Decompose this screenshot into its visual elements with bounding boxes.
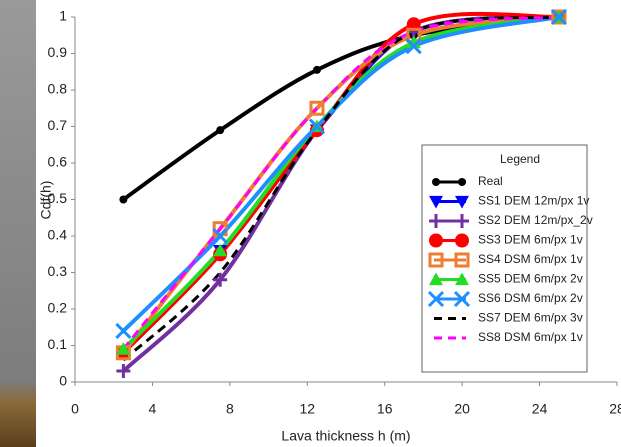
marker	[212, 227, 229, 245]
marker	[116, 342, 131, 355]
marker	[427, 290, 445, 308]
legend-label: SS1 DEM 12m/px 1v	[478, 194, 589, 208]
marker	[115, 322, 132, 339]
marker	[453, 290, 471, 308]
marker	[455, 214, 469, 228]
y-tick-label: 0.9	[48, 44, 68, 60]
marker	[429, 272, 443, 286]
y-tick-label: 0.6	[48, 154, 68, 170]
legend-title: Legend	[500, 152, 540, 166]
x-tick-label: 12	[299, 401, 315, 417]
legend-label: SS2 DEM 12m/px_2v	[478, 213, 593, 227]
marker	[458, 178, 466, 186]
marker	[550, 8, 567, 26]
x-tick-label: 0	[71, 401, 79, 417]
y-tick-label: 1	[59, 8, 67, 24]
marker	[428, 252, 444, 268]
marker	[454, 252, 470, 268]
y-tick-label: 0.1	[48, 336, 68, 352]
series-line	[122, 15, 560, 351]
marker	[213, 243, 228, 257]
x-axis-label: Lava thickness h (m)	[281, 428, 410, 444]
legend-label: SS5 DEM 6m/px 2v	[478, 272, 583, 286]
y-tick-label: 0.4	[48, 227, 68, 243]
x-tick-label: 8	[226, 401, 234, 417]
marker	[213, 272, 228, 287]
x-tick-label: 20	[454, 401, 470, 417]
legend: Real SS1 DEM 12m/px 1v SS2 DEM 12m/px_2v SS…	[427, 174, 593, 344]
legend-label: SS6 DSM 6m/px 2v	[478, 291, 583, 305]
marker	[312, 65, 321, 74]
marker	[429, 195, 443, 209]
y-axis-label: Cdf(h)	[38, 181, 54, 220]
y-tick-label: 0.7	[48, 117, 68, 133]
marker	[455, 272, 469, 286]
legend-label: SS4 DSM 6m/px 1v	[478, 252, 583, 266]
marker	[455, 195, 469, 209]
marker	[405, 38, 422, 55]
x-tick-label: 28	[609, 401, 621, 417]
marker	[116, 364, 131, 379]
legend-label: SS7 DEM 6m/px 3v	[478, 311, 583, 325]
x-tick-label: 16	[377, 401, 393, 417]
marker	[119, 195, 128, 204]
y-tick-label: 0.5	[48, 190, 68, 206]
marker	[308, 118, 326, 135]
marker	[429, 233, 443, 248]
y-tick-label: 0.2	[48, 300, 68, 316]
x-tick-label: 4	[149, 401, 157, 417]
marker	[432, 178, 440, 186]
marker	[216, 126, 225, 135]
y-tick-label: 0	[59, 373, 67, 389]
marker	[406, 35, 421, 49]
marker	[429, 214, 443, 228]
legend-label: SS3 DEM 6m/px 1v	[478, 233, 583, 247]
y-tick-label: 0.3	[48, 263, 68, 279]
legend-label: Real	[478, 174, 503, 188]
slide-background	[0, 0, 36, 447]
marker	[309, 100, 325, 116]
y-tick-label: 0.8	[48, 81, 68, 97]
x-tick-label: 24	[532, 401, 548, 417]
marker	[455, 233, 469, 248]
legend-label: SS8 DSM 6m/px 1v	[478, 330, 583, 344]
